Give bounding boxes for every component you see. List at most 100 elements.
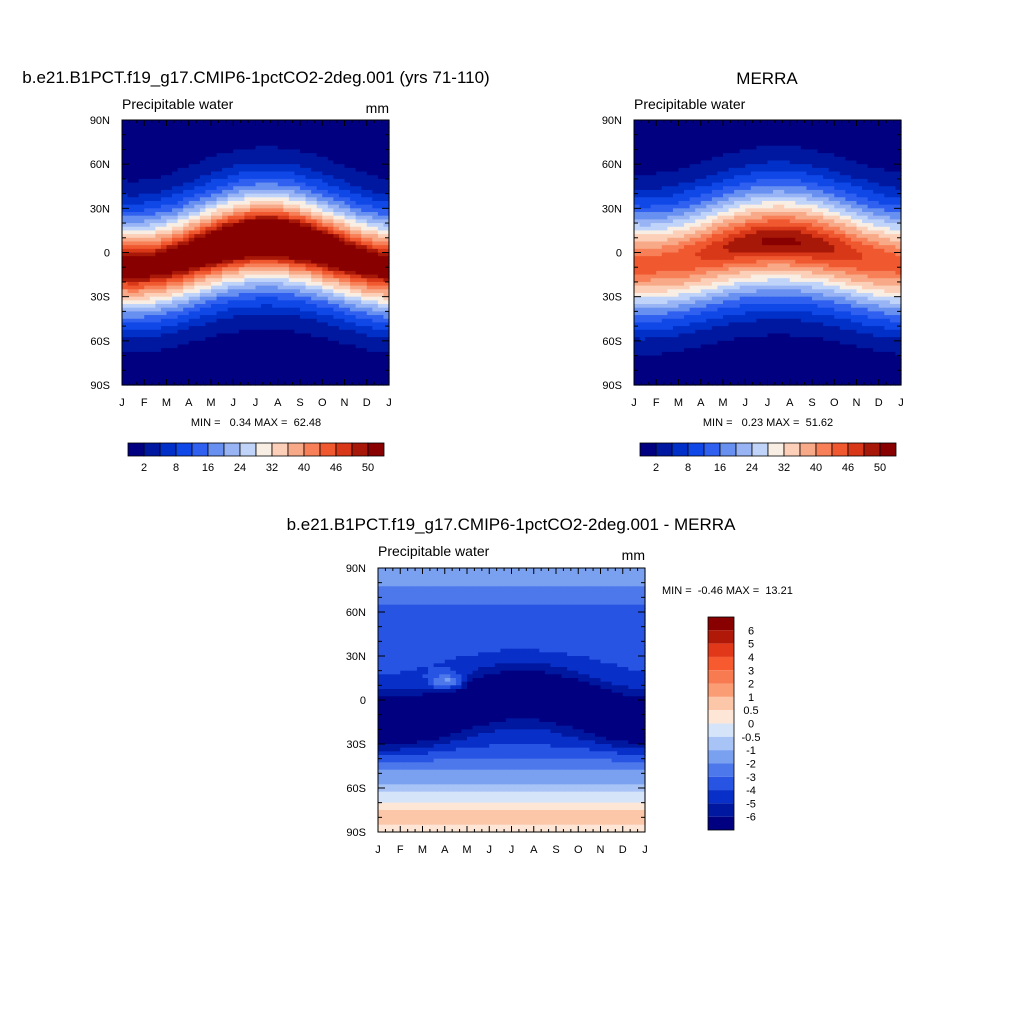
field-cell [216, 311, 223, 316]
field-cell [767, 182, 774, 187]
field-cell [734, 171, 741, 176]
field-cell [678, 131, 685, 136]
field-cell [205, 359, 212, 364]
field-cell [172, 127, 179, 132]
field-cell [734, 164, 741, 169]
field-cell [172, 278, 179, 283]
field-cell [322, 307, 329, 312]
field-cell [728, 171, 735, 176]
field-cell [873, 120, 880, 125]
field-cell [338, 315, 346, 320]
field-cell [249, 178, 257, 184]
field-cell [311, 175, 318, 180]
field-cell [684, 171, 691, 176]
field-cell [333, 138, 340, 143]
field-cell [160, 223, 168, 228]
field-cell [773, 123, 780, 128]
field-cell [305, 289, 312, 294]
field-cell [211, 274, 218, 279]
field-cell [795, 134, 802, 139]
field-cell [122, 274, 129, 279]
field-cell [311, 171, 318, 176]
field-cell [222, 245, 229, 250]
field-cell [227, 263, 234, 268]
field-cell [361, 134, 368, 139]
field-cell [350, 175, 357, 180]
field-cell [316, 300, 323, 305]
field-cell [338, 200, 346, 206]
field-cell [277, 267, 284, 272]
field-cell [294, 278, 301, 283]
field-cell [862, 175, 869, 180]
field-cell [812, 197, 819, 202]
field-cell [127, 182, 134, 187]
field-cell [672, 142, 680, 147]
field-cell [133, 259, 140, 265]
colorbar-box [143, 442, 161, 457]
field-cell [222, 373, 229, 379]
field-cell [300, 189, 307, 195]
field-cell [249, 120, 257, 125]
field-cell [144, 178, 151, 184]
field-cell [205, 318, 212, 324]
field-cell [333, 120, 340, 125]
field-cell [656, 178, 663, 184]
field-cell [211, 138, 218, 143]
field-cell [316, 362, 323, 368]
field-cell [199, 142, 207, 147]
field-cell [717, 189, 724, 195]
field-cell [656, 223, 663, 228]
field-cell [856, 182, 863, 187]
field-cell [862, 153, 869, 158]
field-cell [183, 311, 190, 316]
field-cell [138, 377, 145, 382]
field-cell [845, 153, 852, 158]
field-cell [166, 329, 173, 335]
field-cell [222, 318, 229, 324]
field-cell [761, 215, 769, 220]
field-cell [155, 182, 162, 187]
field-cell [160, 304, 168, 309]
field-cell [233, 281, 240, 287]
field-cell [211, 300, 218, 305]
field-cell [734, 145, 741, 151]
field-cell [856, 178, 863, 184]
field-cell [205, 307, 212, 312]
field-cell [322, 274, 329, 279]
field-cell [795, 149, 802, 154]
field-cell [656, 197, 663, 202]
field-cell [177, 142, 184, 147]
field-cell [166, 175, 173, 180]
field-cell [144, 212, 151, 217]
field-cell [133, 204, 140, 209]
field-cell [366, 230, 373, 235]
field-cell [127, 234, 134, 239]
field-cell [383, 366, 390, 371]
field-cell [283, 175, 290, 180]
field-cell [327, 120, 334, 125]
field-cell [183, 292, 190, 298]
field-cell [784, 193, 791, 198]
field-cell [734, 175, 741, 180]
field-cell [211, 171, 218, 176]
field-cell [166, 285, 173, 290]
field-cell [261, 223, 268, 228]
field-cell [750, 127, 757, 132]
field-cell [216, 307, 223, 312]
field-cell [311, 212, 318, 217]
field-cell [211, 153, 218, 158]
field-cell [311, 127, 318, 132]
field-cell [377, 333, 385, 338]
field-cell [177, 377, 184, 382]
field-cell [862, 145, 869, 151]
field-cell [222, 208, 229, 213]
field-cell [155, 120, 162, 125]
field-cell [711, 182, 719, 187]
field-cell [216, 131, 223, 136]
field-cell [745, 164, 752, 169]
field-cell [689, 127, 696, 132]
field-cell [355, 208, 362, 213]
field-cell [333, 322, 340, 327]
field-cell [372, 307, 379, 312]
field-cell [244, 145, 251, 151]
